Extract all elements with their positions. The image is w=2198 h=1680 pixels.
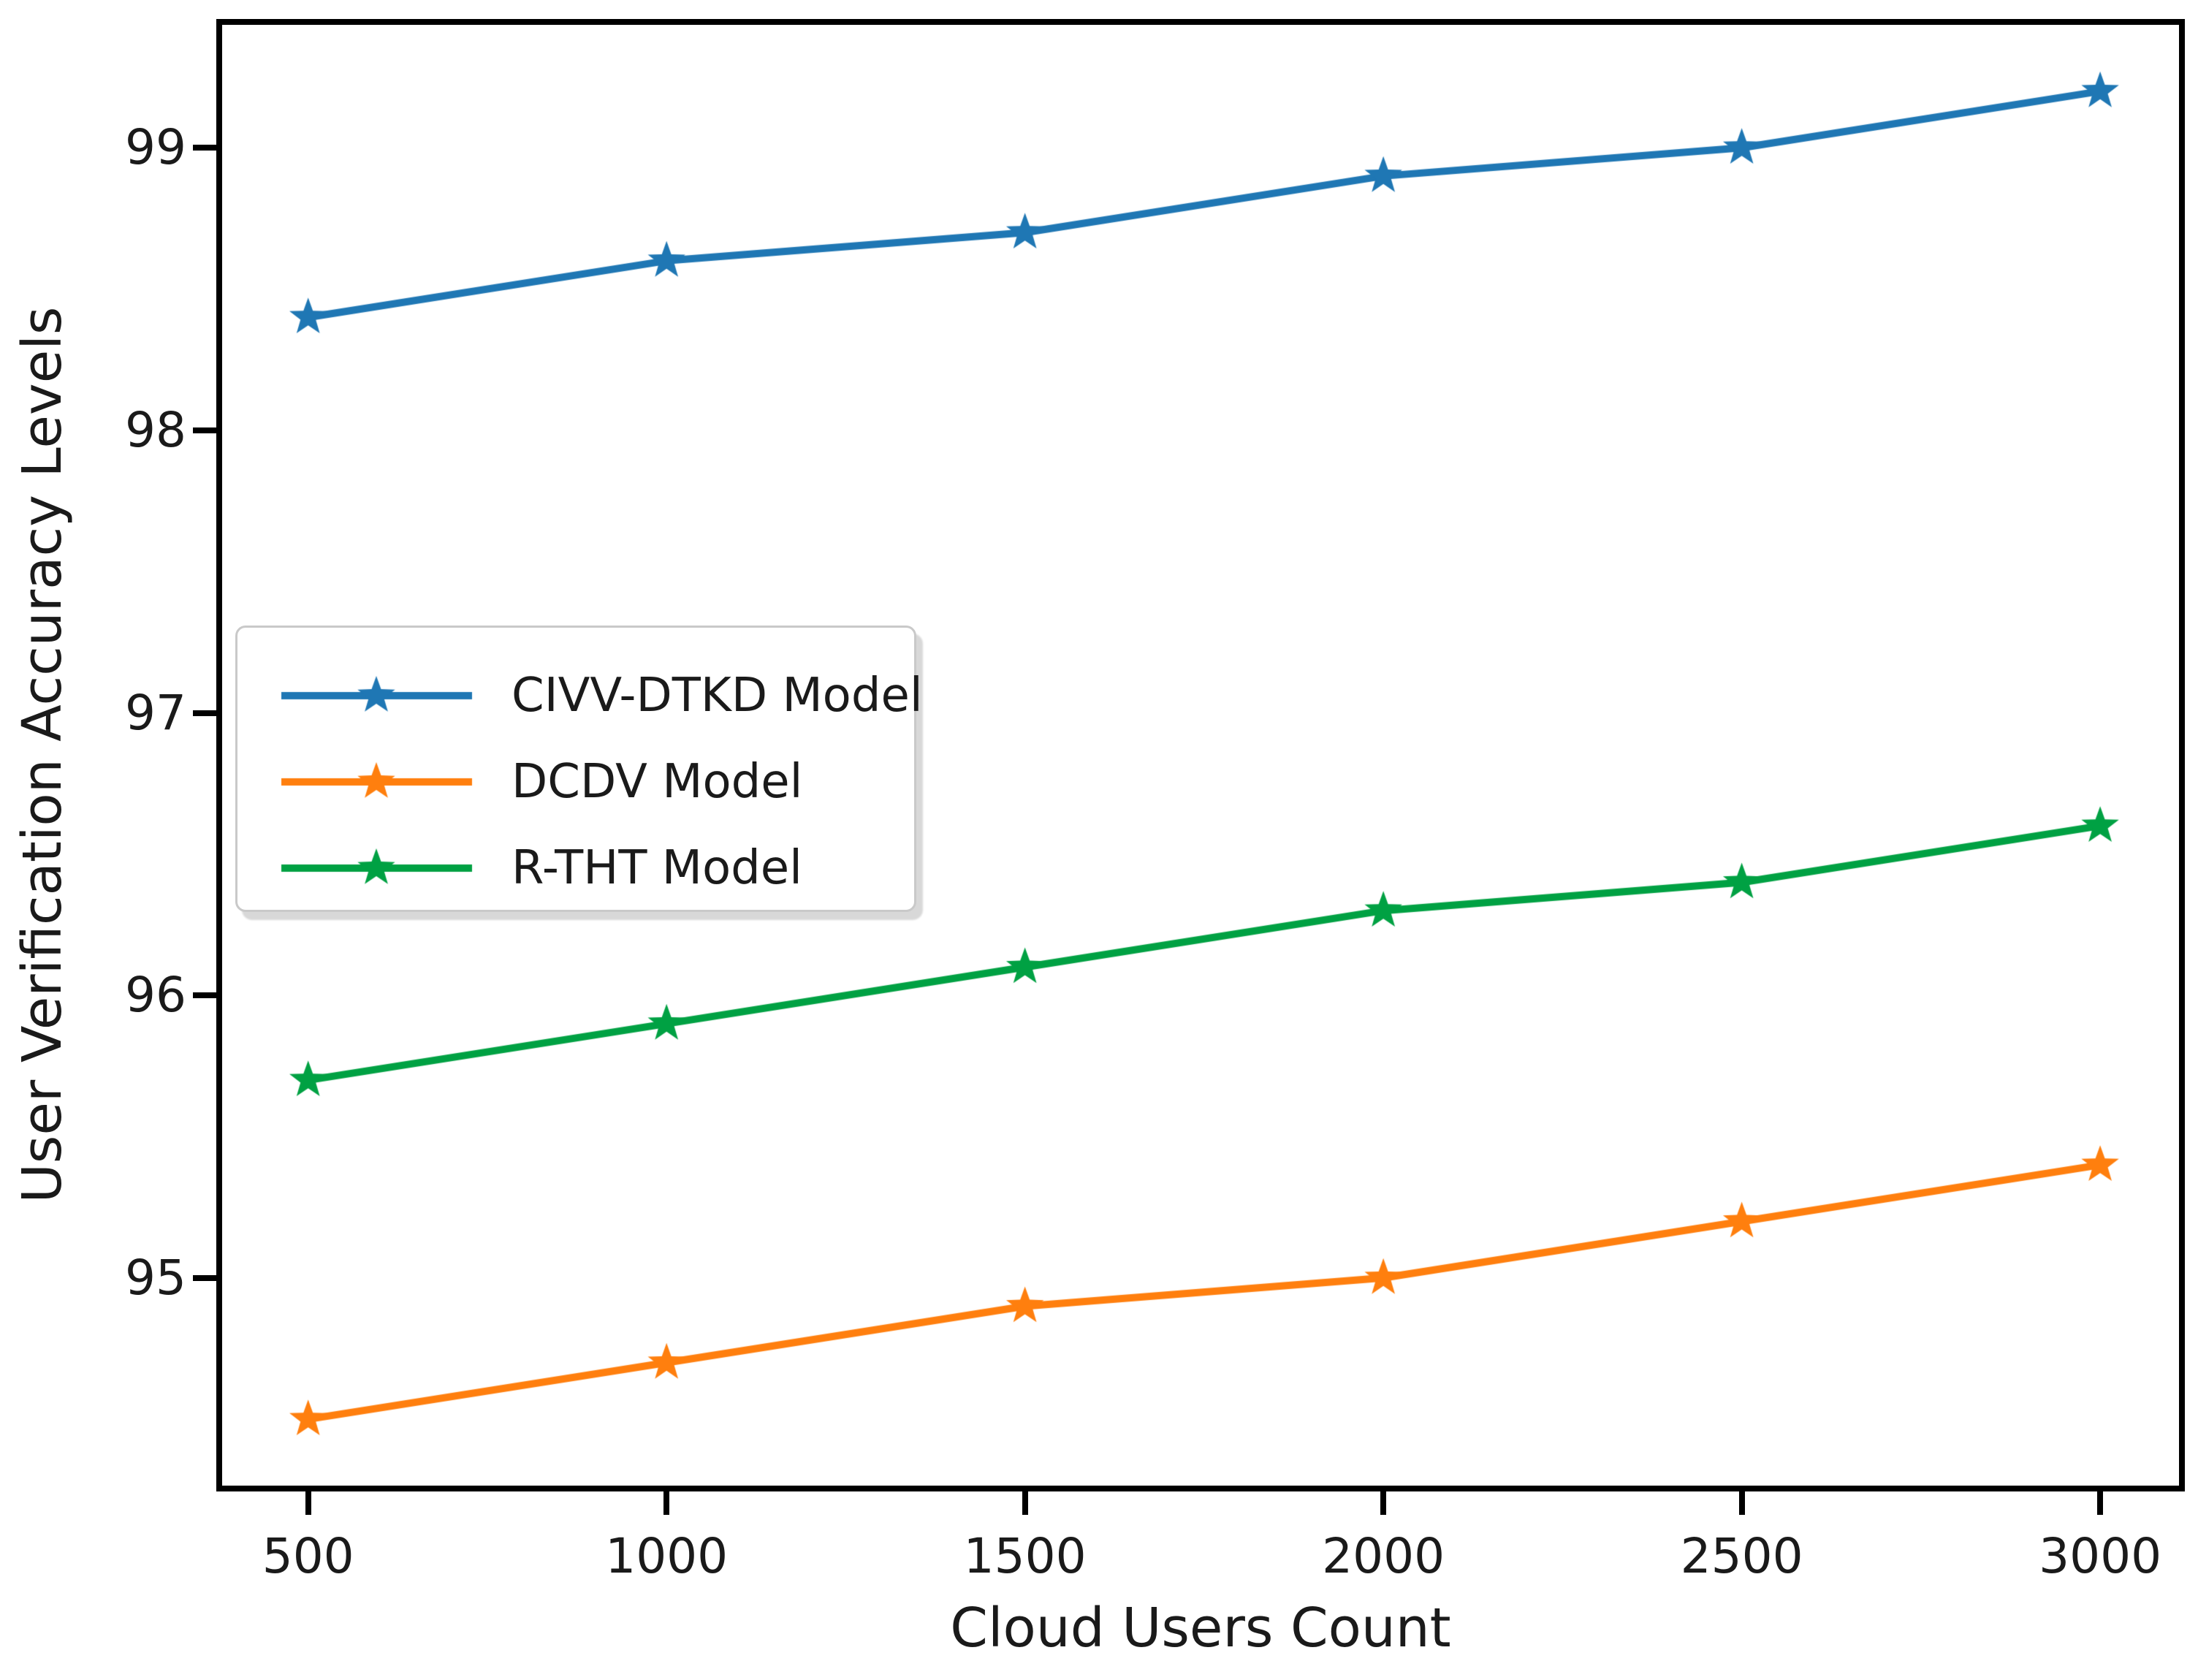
x-tick-mark <box>2097 1491 2104 1515</box>
x-tick-mark <box>305 1491 311 1515</box>
legend: CIVV-DTKD Model DCDV Model R-THT Model <box>235 626 923 912</box>
x-tick-label: 3000 <box>2039 1528 2162 1584</box>
x-tick-label: 1000 <box>605 1528 729 1584</box>
legend-line-star-swatch <box>280 756 474 807</box>
legend-label: R-THT Model <box>512 841 802 895</box>
y-tick-label: 99 <box>125 119 186 176</box>
x-tick-mark <box>1380 1491 1387 1515</box>
x-tick-label: 2000 <box>1322 1528 1445 1584</box>
legend-line-star-swatch <box>280 843 474 894</box>
legend-label: CIVV-DTKD Model <box>512 669 923 723</box>
y-tick-mark <box>193 992 216 999</box>
y-tick-label: 98 <box>125 401 186 458</box>
legend-item: CIVV-DTKD Model <box>280 653 923 739</box>
x-tick-mark <box>1738 1491 1745 1515</box>
y-tick-label: 96 <box>125 967 186 1024</box>
y-tick-mark <box>193 710 216 716</box>
y-tick-mark <box>193 1274 216 1281</box>
x-tick-label: 500 <box>262 1528 354 1584</box>
legend-label: DCDV Model <box>512 755 803 809</box>
x-tick-mark <box>1022 1491 1028 1515</box>
y-tick-label: 97 <box>125 684 186 741</box>
x-tick-label: 2500 <box>1680 1528 1803 1584</box>
y-tick-label: 95 <box>125 1249 186 1306</box>
x-axis-label: Cloud Users Count <box>950 1597 1451 1660</box>
x-tick-label: 1500 <box>963 1528 1087 1584</box>
legend-item: R-THT Model <box>280 825 914 911</box>
x-tick-mark <box>663 1491 670 1515</box>
y-tick-mark <box>193 145 216 151</box>
legend-line-star-swatch <box>280 670 474 721</box>
y-tick-mark <box>193 427 216 433</box>
legend-item: DCDV Model <box>280 739 914 825</box>
plot-area <box>216 19 2185 1491</box>
